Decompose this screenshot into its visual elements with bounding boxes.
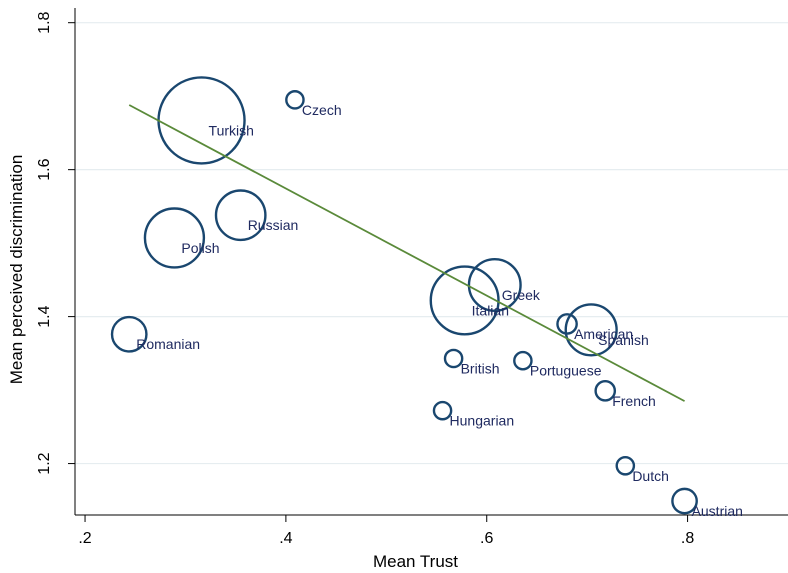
label-dutch: Dutch (632, 468, 669, 484)
point-labels: Turkish Czech Russian Polish Romanian GreekIt… (136, 102, 743, 519)
axes (74, 8, 788, 516)
y-tick-label: 1.4 (36, 305, 53, 327)
bubble-russian (214, 189, 267, 242)
bubble-polish (143, 207, 206, 269)
label-turkish: Turkish (209, 122, 254, 138)
label-british: British (461, 360, 500, 376)
y-tick-label: 1.2 (36, 452, 53, 474)
x-tick-label: .2 (78, 530, 91, 547)
y-tick-label: 1.6 (36, 158, 53, 180)
bubble-turkish (157, 76, 246, 165)
bubble-austrian (671, 487, 698, 515)
label-romanian: Romanian (136, 336, 200, 352)
label-american: American (574, 326, 633, 342)
tick-marks: 1.2 1.4 1.6 1.8 .2 .4 .6 .8 (36, 11, 694, 547)
x-tick-label: .8 (681, 530, 694, 547)
label-polish: Polish (181, 240, 219, 256)
bubble-romanian (110, 315, 148, 353)
x-tick-label: .6 (480, 530, 493, 547)
label-austrian: Austrian (692, 503, 743, 519)
label-greek: Greek (502, 287, 541, 303)
bubble-portuguese (513, 350, 533, 371)
gridlines (75, 22, 788, 465)
bubble-hungarian (432, 400, 453, 421)
label-italian: Italian (472, 302, 509, 318)
label-spanish: Spanish (598, 332, 649, 348)
fit-line (128, 104, 685, 402)
data-points (110, 76, 698, 515)
label-hungarian: Hungarian (450, 413, 515, 429)
bubble-french (594, 380, 617, 402)
y-tick-label: 1.8 (36, 11, 53, 33)
bubble-dutch (615, 455, 636, 476)
bubble-spanish (564, 303, 618, 357)
fit-line-group (128, 104, 685, 402)
label-portuguese: Portuguese (530, 363, 602, 379)
x-tick-label: .4 (279, 530, 292, 547)
bubble-czech (285, 90, 305, 110)
bubble-italian (429, 265, 500, 336)
bubble-british (443, 348, 464, 369)
label-french: French (612, 393, 656, 409)
label-russian: Russian (248, 217, 299, 233)
y-axis-title: Mean perceived discrimination (7, 155, 26, 385)
x-axis-title: Mean Trust (373, 552, 458, 571)
bubble-greek (467, 258, 522, 313)
label-czech: Czech (302, 102, 342, 118)
